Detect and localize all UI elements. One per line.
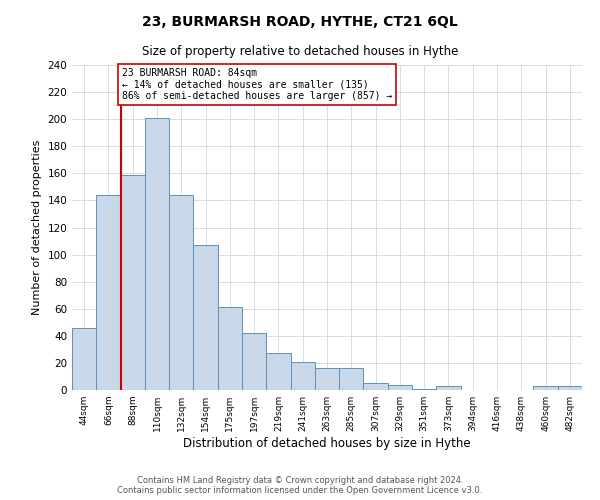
Y-axis label: Number of detached properties: Number of detached properties bbox=[32, 140, 42, 315]
Bar bbox=[169, 195, 193, 390]
Bar bbox=[364, 383, 388, 390]
Text: 23, BURMARSH ROAD, HYTHE, CT21 6QL: 23, BURMARSH ROAD, HYTHE, CT21 6QL bbox=[142, 15, 458, 29]
Bar bbox=[388, 384, 412, 390]
Text: Size of property relative to detached houses in Hythe: Size of property relative to detached ho… bbox=[142, 45, 458, 58]
Bar bbox=[96, 195, 121, 390]
Bar bbox=[290, 362, 315, 390]
Bar bbox=[145, 118, 169, 390]
Bar bbox=[266, 354, 290, 390]
Bar bbox=[72, 328, 96, 390]
Bar bbox=[558, 386, 582, 390]
Bar bbox=[315, 368, 339, 390]
Bar bbox=[436, 386, 461, 390]
Bar bbox=[533, 386, 558, 390]
Bar bbox=[339, 368, 364, 390]
Text: Contains HM Land Registry data © Crown copyright and database right 2024.
Contai: Contains HM Land Registry data © Crown c… bbox=[118, 476, 482, 495]
Bar bbox=[121, 174, 145, 390]
Bar bbox=[412, 388, 436, 390]
X-axis label: Distribution of detached houses by size in Hythe: Distribution of detached houses by size … bbox=[183, 437, 471, 450]
Bar bbox=[242, 333, 266, 390]
Bar bbox=[218, 308, 242, 390]
Text: 23 BURMARSH ROAD: 84sqm
← 14% of detached houses are smaller (135)
86% of semi-d: 23 BURMARSH ROAD: 84sqm ← 14% of detache… bbox=[122, 68, 392, 101]
Bar bbox=[193, 245, 218, 390]
